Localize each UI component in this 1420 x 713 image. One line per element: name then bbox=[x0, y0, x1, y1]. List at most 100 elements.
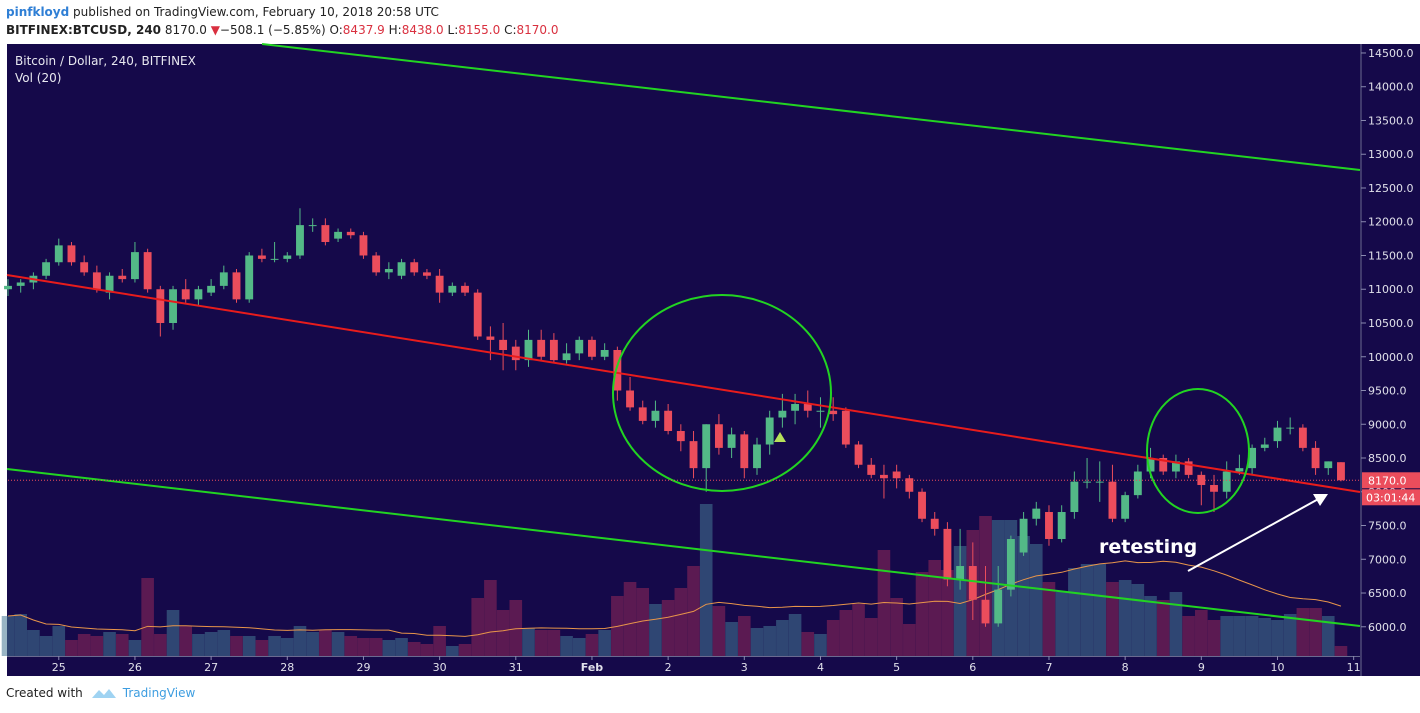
candle-body bbox=[791, 404, 800, 411]
countdown: 03:01:44 bbox=[1366, 491, 1415, 504]
x-tick-label: 27 bbox=[204, 661, 218, 674]
candle-body bbox=[499, 339, 508, 350]
annotation: retesting bbox=[1099, 536, 1197, 558]
candle-body bbox=[549, 339, 558, 361]
candle-body bbox=[92, 272, 101, 290]
volume-bar bbox=[763, 626, 776, 656]
volume-bar bbox=[52, 626, 66, 656]
candle-body bbox=[1006, 539, 1015, 590]
volume-bar bbox=[776, 620, 789, 656]
volume-bar bbox=[103, 632, 116, 656]
candle-body bbox=[892, 471, 901, 479]
candle-body bbox=[778, 410, 787, 418]
last-price-tag bbox=[1362, 472, 1420, 489]
volume-bar bbox=[712, 606, 726, 656]
candle-body bbox=[562, 353, 571, 361]
x-tick-label: 9 bbox=[1198, 661, 1205, 674]
candle-layer bbox=[4, 208, 1345, 627]
candle-body bbox=[1121, 495, 1130, 519]
candle-body bbox=[981, 599, 990, 624]
candle-body bbox=[1070, 481, 1079, 513]
axes-layer: 6000.06500.07000.07500.08000.08500.09000… bbox=[8, 47, 1420, 674]
candle-body bbox=[270, 258, 279, 260]
candle-body bbox=[613, 350, 622, 391]
volume-bar bbox=[572, 638, 586, 656]
candle-body bbox=[1184, 461, 1193, 475]
volume-bar bbox=[1017, 536, 1030, 656]
candle-body bbox=[283, 255, 292, 259]
candle-body bbox=[537, 339, 546, 357]
candle-body bbox=[930, 518, 939, 529]
symbol: BITFINEX:BTCUSD, 240 bbox=[6, 23, 162, 37]
logo-shape bbox=[91, 689, 116, 698]
candle-body bbox=[1159, 458, 1168, 472]
volume-bar bbox=[1207, 620, 1221, 656]
x-tick-label: 30 bbox=[433, 661, 447, 674]
candle-body bbox=[80, 262, 89, 273]
volume-bar bbox=[623, 582, 637, 656]
volume-bar bbox=[420, 644, 434, 656]
y-tick-label: 11000.0 bbox=[1368, 283, 1414, 296]
candle-body bbox=[740, 434, 749, 469]
candle-body bbox=[1298, 427, 1307, 448]
volume-bar bbox=[1131, 584, 1145, 656]
brand[interactable]: TradingView bbox=[122, 686, 196, 700]
candle-body bbox=[905, 478, 914, 492]
header-line: pinfkloyd published on TradingView.com, … bbox=[6, 3, 559, 21]
y-tick-label: 9500.0 bbox=[1368, 385, 1407, 398]
candle-body bbox=[448, 285, 457, 293]
x-tick-label: 26 bbox=[128, 661, 142, 674]
x-tick-label: 29 bbox=[356, 661, 370, 674]
volume-bar bbox=[115, 634, 129, 656]
volume-bar bbox=[484, 580, 497, 656]
candle-body bbox=[575, 339, 584, 354]
volume-legend: Vol (20) bbox=[15, 71, 61, 85]
volume-bar bbox=[941, 570, 954, 656]
candle-body bbox=[753, 444, 761, 469]
volume-bar bbox=[1106, 582, 1119, 656]
candle-body bbox=[1210, 485, 1218, 492]
candle-body bbox=[880, 474, 888, 479]
candle-body bbox=[118, 275, 127, 280]
change: −508.1 (−5.85%) bbox=[219, 23, 326, 37]
candle-body bbox=[486, 336, 495, 340]
volume-bar bbox=[1233, 616, 1246, 656]
y-tick-label: 10500.0 bbox=[1368, 317, 1414, 330]
volume-bar bbox=[1220, 616, 1234, 656]
candle-body bbox=[334, 231, 343, 239]
candle-body bbox=[1337, 462, 1345, 481]
y-tick-label: 12500.0 bbox=[1368, 182, 1414, 195]
open: 8437.9 bbox=[342, 23, 385, 37]
y-tick-label: 10000.0 bbox=[1368, 351, 1414, 364]
candle-body bbox=[219, 272, 228, 286]
volume-bar bbox=[534, 630, 548, 656]
candle-body bbox=[105, 275, 114, 293]
created-with: Created with bbox=[6, 686, 83, 700]
volume-bar bbox=[1283, 614, 1297, 656]
y-tick-label: 6500.0 bbox=[1368, 587, 1407, 600]
arrow-head bbox=[1313, 494, 1328, 506]
candle-body bbox=[1019, 518, 1028, 553]
candle-body bbox=[4, 285, 12, 290]
candle-body bbox=[181, 289, 190, 300]
volume-bar bbox=[699, 504, 713, 656]
volume-bar bbox=[306, 632, 319, 656]
candle-body bbox=[42, 262, 51, 276]
volume-bar bbox=[369, 638, 383, 656]
volume-bar bbox=[154, 634, 167, 656]
volume-ma bbox=[7, 560, 1342, 637]
author[interactable]: pinfkloyd bbox=[6, 5, 70, 19]
y-tick-label: 13500.0 bbox=[1368, 114, 1414, 127]
volume-bar bbox=[331, 632, 345, 656]
candle-body bbox=[1057, 512, 1066, 540]
volume-bar bbox=[814, 634, 827, 656]
volume-bar bbox=[915, 572, 929, 656]
candle-body bbox=[943, 528, 952, 580]
volume-bar bbox=[1093, 564, 1107, 656]
volume-bar bbox=[661, 600, 675, 656]
volume-bar bbox=[903, 624, 916, 656]
volume-bar bbox=[674, 588, 688, 656]
header-line: BITFINEX:BTCUSD, 240 8170.0 ▼−508.1 (−5.… bbox=[6, 21, 559, 39]
volume-bar bbox=[725, 622, 738, 656]
x-tick-label: 31 bbox=[509, 661, 523, 674]
